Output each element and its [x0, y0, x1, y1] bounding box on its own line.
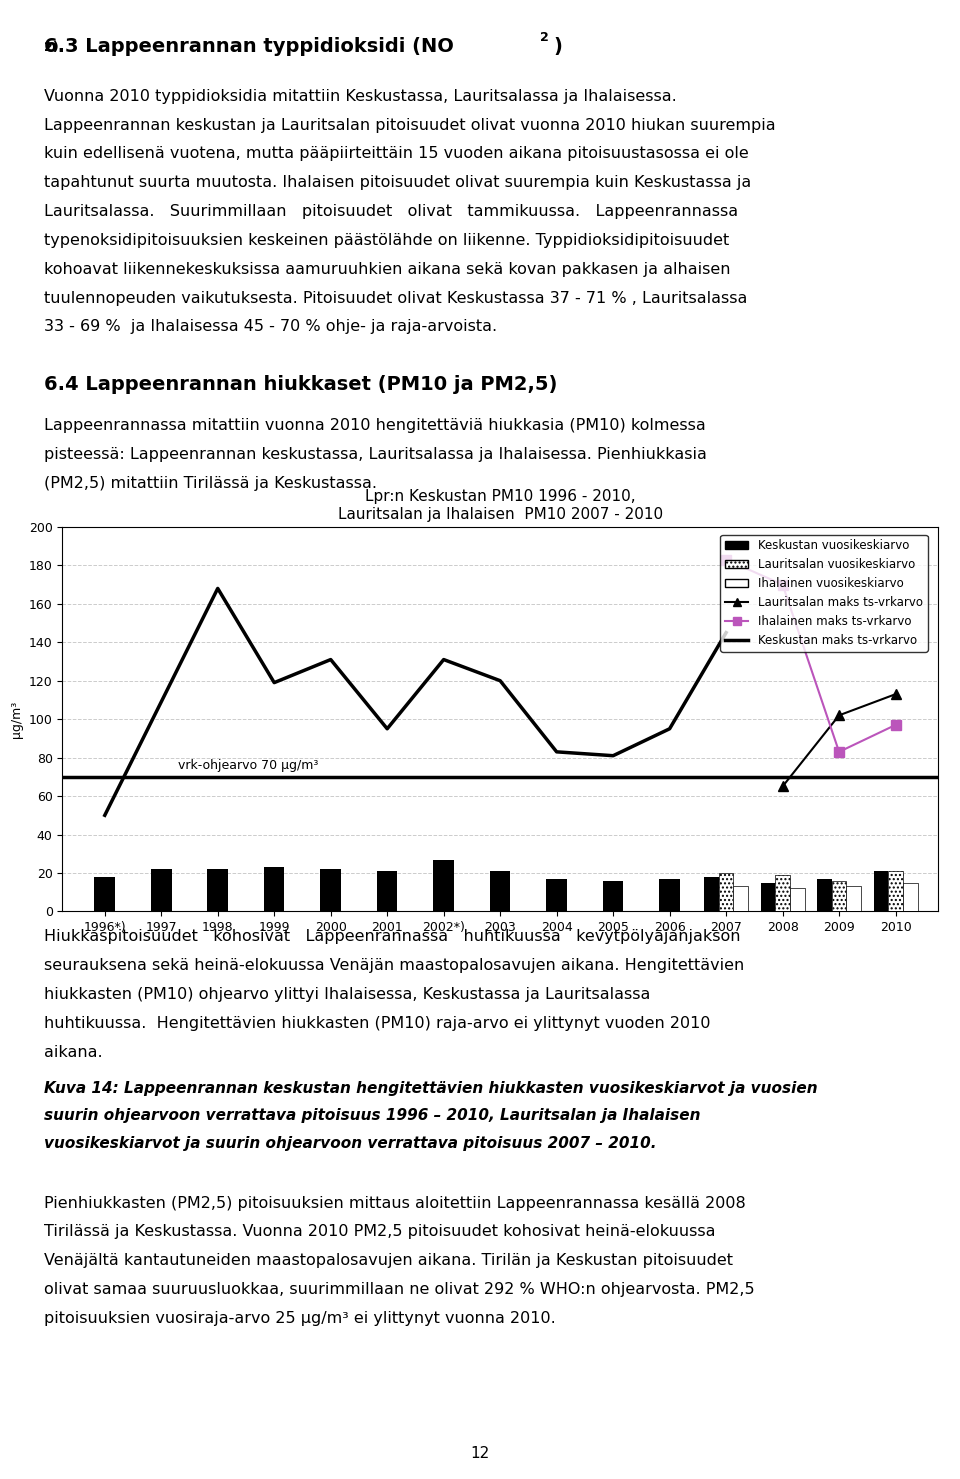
Bar: [94, 877, 115, 911]
Text: seurauksena sekä heinä-elokuussa Venäjän maastopalosavujen aikana. Hengitettävie: seurauksena sekä heinä-elokuussa Venäjän…: [44, 958, 744, 973]
Bar: [603, 880, 623, 911]
Text: (PM2,5) mitattiin Tirilässä ja Keskustassa.: (PM2,5) mitattiin Tirilässä ja Keskustas…: [44, 476, 377, 491]
Bar: [903, 883, 918, 911]
Bar: [719, 873, 733, 911]
Text: 6.3 Lappeenrannan typpidioksidi (NO: 6.3 Lappeenrannan typpidioksidi (NO: [44, 37, 454, 56]
Text: 12: 12: [470, 1446, 490, 1461]
Bar: [888, 871, 903, 911]
Text: tuulennopeuden vaikutuksesta. Pitoisuudet olivat Keskustassa 37 - 71 % , Laurits: tuulennopeuden vaikutuksesta. Pitoisuude…: [44, 290, 748, 306]
Text: Hiukkaspitoisuudet   kohosivat   Lappeenrannassa   huhtikuussa   kevytpölyajanja: Hiukkaspitoisuudet kohosivat Lappeenrann…: [44, 929, 741, 944]
Text: pitoisuuksien vuosiraja-arvo 25 μg/m³ ei ylittynyt vuonna 2010.: pitoisuuksien vuosiraja-arvo 25 μg/m³ ei…: [44, 1310, 556, 1325]
Bar: [733, 886, 748, 911]
Text: tapahtunut suurta muutosta. Ihalaisen pitoisuudet olivat suurempia kuin Keskusta: tapahtunut suurta muutosta. Ihalaisen pi…: [44, 175, 752, 191]
Bar: [207, 870, 228, 911]
Text: typenoksidipitoisuuksien keskeinen päästölähde on liikenne. Typpidioksidipitoisu: typenoksidipitoisuuksien keskeinen pääst…: [44, 232, 730, 248]
Text: Vuonna 2010 typpidioksidia mitattiin Keskustassa, Lauritsalassa ja Ihalaisessa.: Vuonna 2010 typpidioksidia mitattiin Kes…: [44, 89, 677, 104]
Text: ): ): [554, 37, 563, 56]
Text: Kuva 14: Lappeenrannan keskustan hengitettävien hiukkasten vuosikeskiarvot ja vu: Kuva 14: Lappeenrannan keskustan hengite…: [44, 1081, 818, 1096]
Text: kohoavat liikennekeskuksissa aamuruuhkien aikana sekä kovan pakkasen ja alhaisen: kohoavat liikennekeskuksissa aamuruuhkie…: [44, 262, 731, 277]
Text: aikana.: aikana.: [44, 1044, 103, 1059]
Text: pisteessä: Lappeenrannan keskustassa, Lauritsalassa ja Ihalaisessa. Pienhiukkasi: pisteessä: Lappeenrannan keskustassa, La…: [44, 447, 707, 461]
Text: kuin edellisenä vuotena, mutta pääpiirteittäin 15 vuoden aikana pitoisuustasossa: kuin edellisenä vuotena, mutta pääpiirte…: [44, 146, 749, 161]
Bar: [817, 879, 831, 911]
Y-axis label: μg/m³: μg/m³: [11, 701, 23, 738]
Bar: [377, 871, 397, 911]
Bar: [490, 871, 511, 911]
Bar: [151, 870, 172, 911]
Text: huhtikuussa.  Hengitettävien hiukkasten (PM10) raja-arvo ei ylittynyt vuoden 201: huhtikuussa. Hengitettävien hiukkasten (…: [44, 1016, 710, 1031]
Text: Venäjältä kantautuneiden maastopalosavujen aikana. Tirilän ja Keskustan pitoisuu: Venäjältä kantautuneiden maastopalosavuj…: [44, 1253, 733, 1268]
Title: Lpr:n Keskustan PM10 1996 - 2010,
Lauritsalan ja Ihalaisen  PM10 2007 - 2010: Lpr:n Keskustan PM10 1996 - 2010, Laurit…: [338, 490, 662, 522]
Bar: [790, 889, 804, 911]
Text: vrk-ohjearvo 70 μg/m³: vrk-ohjearvo 70 μg/m³: [179, 759, 319, 772]
Bar: [321, 870, 341, 911]
Text: 2: 2: [540, 31, 549, 44]
Bar: [433, 859, 454, 911]
Text: olivat samaa suuruusluokkaa, suurimmillaan ne olivat 292 % WHO:n ohjearvosta. PM: olivat samaa suuruusluokkaa, suurimmilla…: [44, 1282, 755, 1297]
Text: 33 - 69 %  ja Ihalaisessa 45 - 70 % ohje- ja raja-arvoista.: 33 - 69 % ja Ihalaisessa 45 - 70 % ohje-…: [44, 319, 497, 334]
Bar: [660, 879, 680, 911]
Bar: [704, 877, 719, 911]
Bar: [546, 879, 567, 911]
Bar: [874, 871, 888, 911]
Text: Lauritsalassa.   Suurimmillaan   pitoisuudet   olivat   tammikuussa.   Lappeenra: Lauritsalassa. Suurimmillaan pitoisuudet…: [44, 204, 738, 219]
Bar: [776, 876, 790, 911]
Text: Lappeenrannan keskustan ja Lauritsalan pitoisuudet olivat vuonna 2010 hiukan suu: Lappeenrannan keskustan ja Lauritsalan p…: [44, 118, 776, 133]
Text: 2): 2): [44, 41, 59, 55]
Bar: [847, 886, 861, 911]
Text: Lappeenrannassa mitattiin vuonna 2010 hengitettäviä hiukkasia (PM10) kolmessa: Lappeenrannassa mitattiin vuonna 2010 he…: [44, 419, 706, 433]
Bar: [760, 883, 776, 911]
Text: Pienhiukkasten (PM2,5) pitoisuuksien mittaus aloitettiin Lappeenrannassa kesällä: Pienhiukkasten (PM2,5) pitoisuuksien mit…: [44, 1195, 746, 1210]
Text: suurin ohjearvoon verrattava pitoisuus 1996 – 2010, Lauritsalan ja Ihalaisen: suurin ohjearvoon verrattava pitoisuus 1…: [44, 1108, 701, 1123]
Bar: [831, 880, 847, 911]
Text: vuosikeskiarvot ja suurin ohjearvoon verrattava pitoisuus 2007 – 2010.: vuosikeskiarvot ja suurin ohjearvoon ver…: [44, 1136, 657, 1151]
Legend: Keskustan vuosikeskiarvo, Lauritsalan vuosikeskiarvo, Ihalainen vuosikeskiarvo, : Keskustan vuosikeskiarvo, Lauritsalan vu…: [720, 535, 927, 652]
Bar: [264, 867, 284, 911]
Text: Tirilässä ja Keskustassa. Vuonna 2010 PM2,5 pitoisuudet kohosivat heinä-elokuuss: Tirilässä ja Keskustassa. Vuonna 2010 PM…: [44, 1225, 715, 1239]
Text: 6.4 Lappeenrannan hiukkaset (PM10 ja PM2,5): 6.4 Lappeenrannan hiukkaset (PM10 ja PM2…: [44, 374, 558, 393]
Text: hiukkasten (PM10) ohjearvo ylittyi Ihalaisessa, Keskustassa ja Lauritsalassa: hiukkasten (PM10) ohjearvo ylittyi Ihala…: [44, 986, 651, 1001]
